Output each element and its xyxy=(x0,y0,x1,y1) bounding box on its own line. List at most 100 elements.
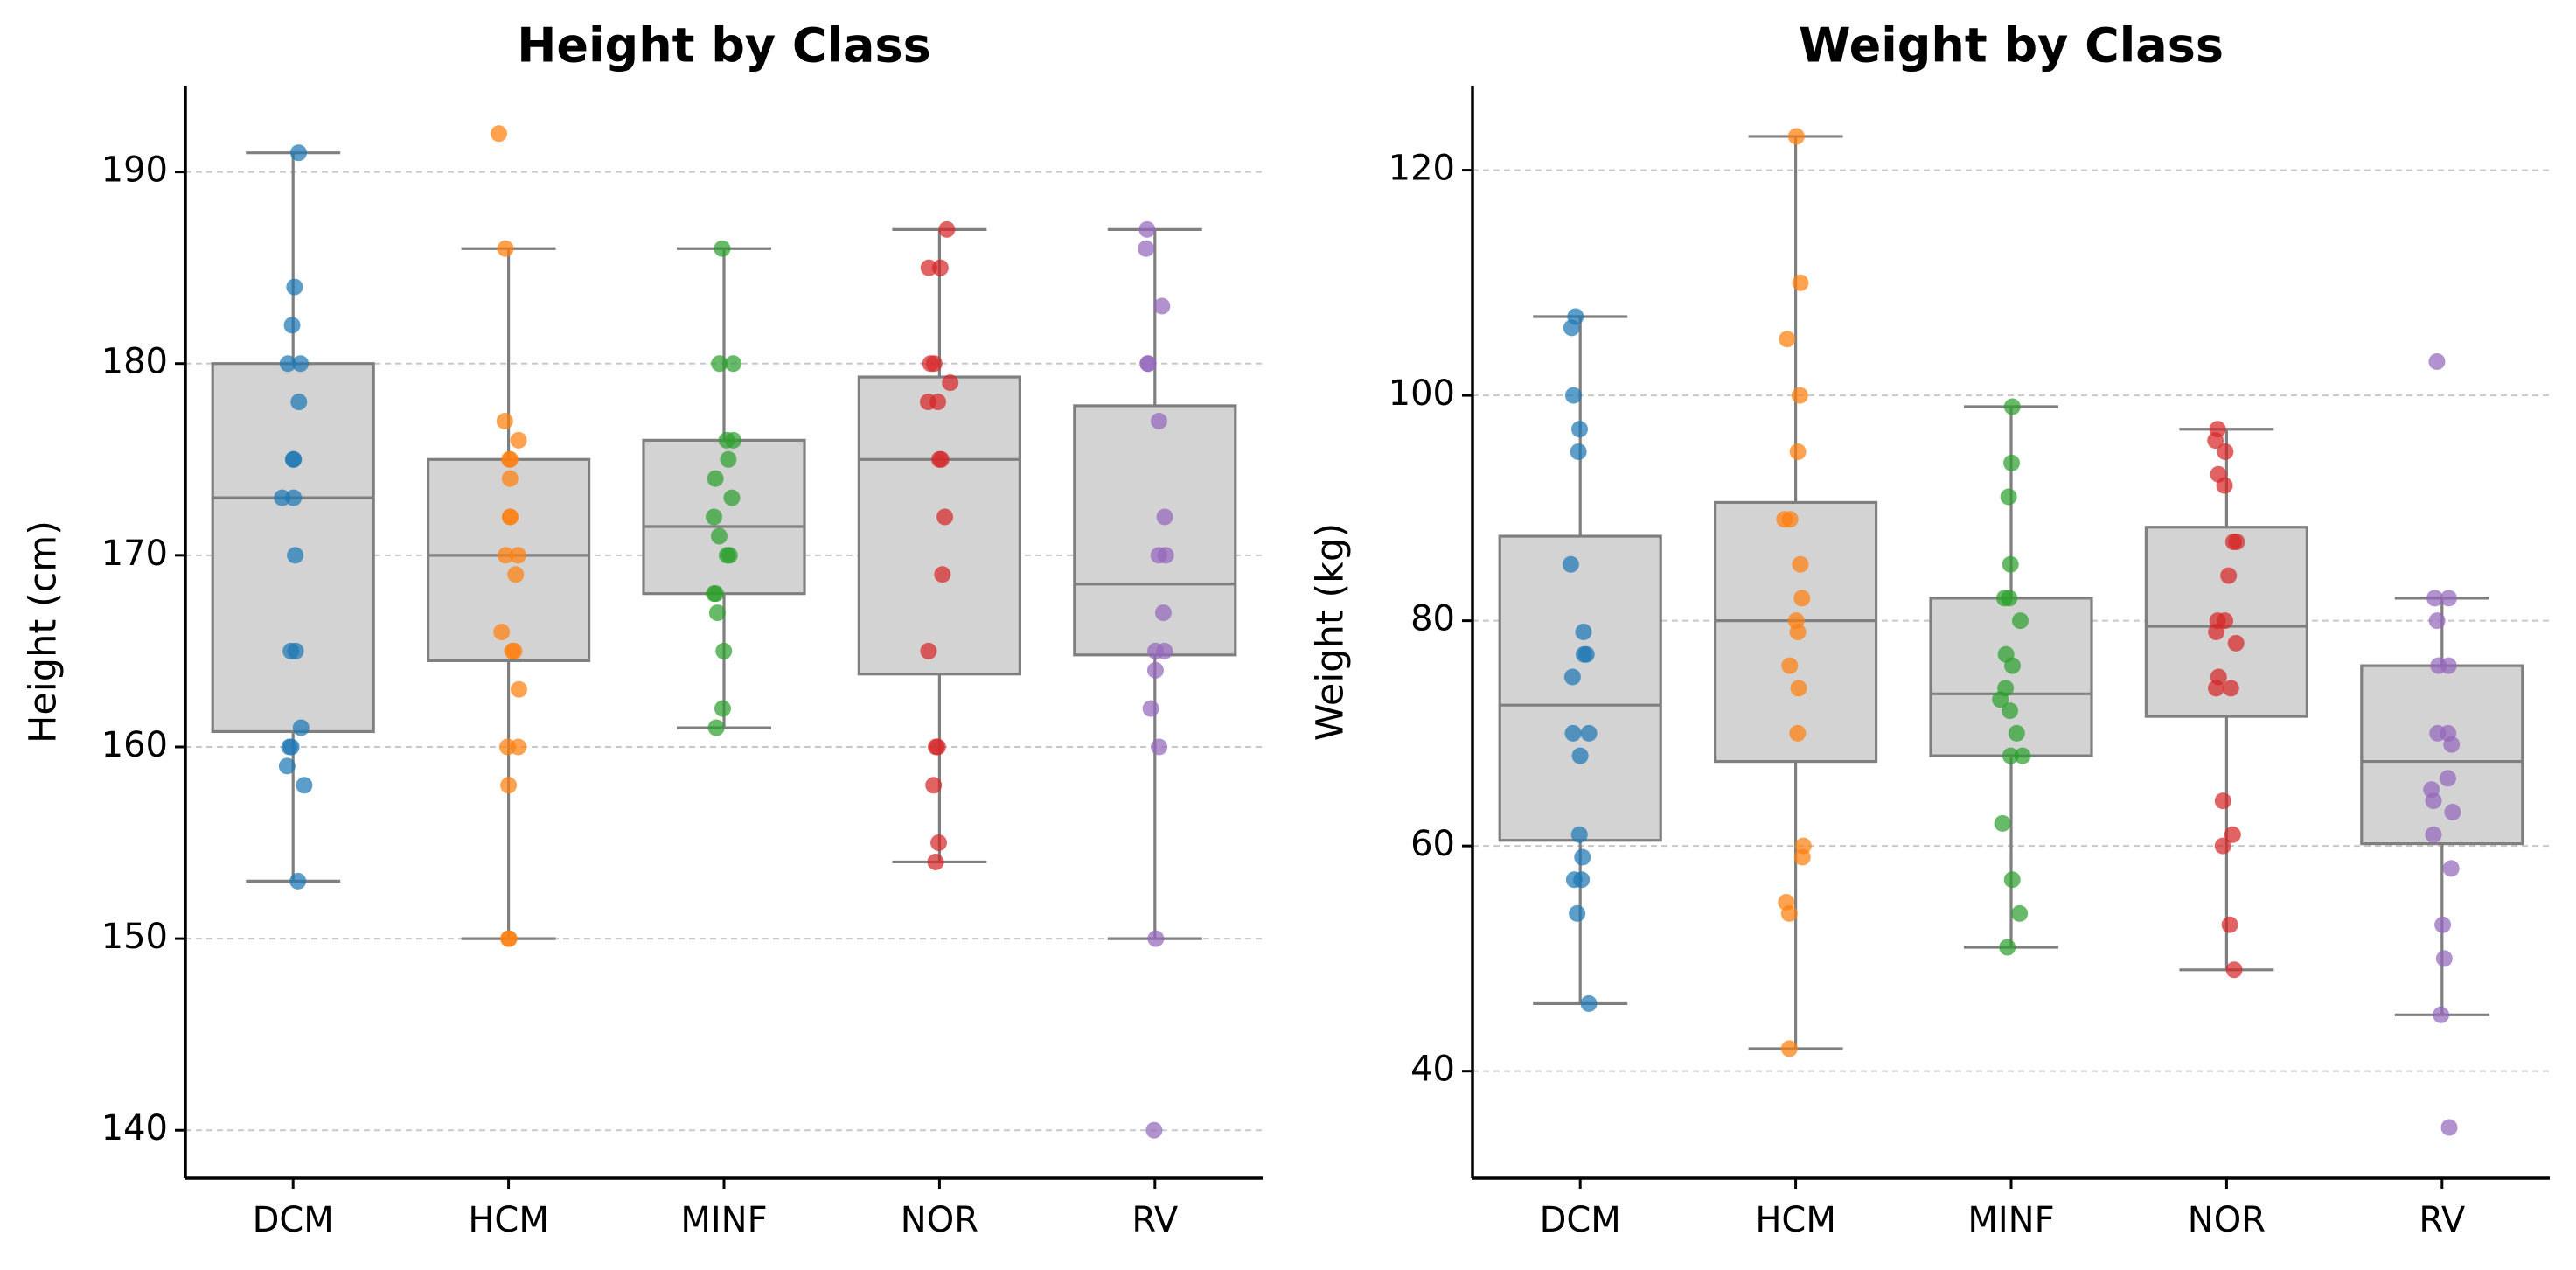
data-point-minf xyxy=(711,355,728,373)
data-point-dcm xyxy=(1570,421,1588,438)
data-point-hcm xyxy=(510,680,527,698)
data-point-minf xyxy=(2011,904,2029,922)
data-point-minf xyxy=(2002,555,2019,573)
y-axis-label: Height (cm) xyxy=(22,520,66,743)
data-point-rv xyxy=(1151,738,1168,756)
data-point-hcm xyxy=(1793,848,1811,866)
data-point-nor xyxy=(938,220,956,238)
data-point-dcm xyxy=(290,394,308,411)
data-point-hcm xyxy=(504,642,521,659)
data-point-dcm xyxy=(282,642,300,659)
box-rv xyxy=(1073,227,1237,940)
data-point-rv xyxy=(1157,547,1174,564)
data-point-hcm xyxy=(1792,274,1809,291)
data-point-minf xyxy=(2002,747,2019,764)
data-point-hcm xyxy=(501,508,519,526)
data-point-nor xyxy=(2207,680,2224,697)
data-point-rv xyxy=(1145,1121,1163,1139)
data-point-dcm xyxy=(1574,848,1591,866)
y-tick-label: 80 xyxy=(1410,599,1455,639)
data-point-rv xyxy=(2425,826,2442,843)
data-point-nor xyxy=(2222,680,2239,697)
data-point-hcm xyxy=(500,930,518,947)
iqr-box xyxy=(1498,534,1662,842)
data-point-nor xyxy=(925,777,943,794)
chart-title: Height by Class xyxy=(517,18,931,73)
x-tick-label: RV xyxy=(1131,1200,1179,1240)
x-tick-label: MINF xyxy=(1967,1200,2054,1240)
data-point-hcm xyxy=(1779,331,1796,348)
data-point-dcm xyxy=(1570,826,1588,843)
data-point-hcm xyxy=(1780,1040,1798,1057)
box-nor xyxy=(857,227,1022,864)
data-point-rv xyxy=(1147,930,1165,947)
x-tick-label: DCM xyxy=(1540,1200,1621,1240)
data-point-hcm xyxy=(491,125,508,143)
data-point-rv xyxy=(1156,508,1173,526)
data-point-minf xyxy=(1992,691,2009,708)
box-rv xyxy=(2360,597,2524,1016)
data-point-dcm xyxy=(285,489,303,506)
data-point-hcm xyxy=(1789,724,1807,742)
data-point-nor xyxy=(927,853,944,870)
data-point-hcm xyxy=(496,412,513,429)
data-point-minf xyxy=(706,508,723,526)
y-tick-label: 100 xyxy=(1389,373,1455,414)
x-tick-label: HCM xyxy=(1755,1200,1836,1240)
data-point-nor xyxy=(2228,533,2245,550)
x-tick-label: DCM xyxy=(253,1200,334,1240)
data-point-minf xyxy=(720,450,737,468)
data-point-minf xyxy=(715,642,733,659)
iqr-box xyxy=(857,375,1022,676)
data-point-nor xyxy=(931,259,949,276)
data-point-rv xyxy=(2442,860,2460,877)
data-point-rv xyxy=(1146,661,1164,679)
x-tick-label: RV xyxy=(2419,1200,2466,1240)
data-point-nor xyxy=(2217,612,2234,630)
weight-by-class-chart: Weight by Class Weight (kg) 40 60 80 100 120 DC… xyxy=(1309,18,2550,1240)
height-by-class-chart: Height by Class Height (cm) 140 150 160 170 18… xyxy=(22,18,1263,1240)
y-tick-label: 40 xyxy=(1410,1050,1455,1090)
data-point-rv xyxy=(2425,792,2442,810)
data-point-nor xyxy=(2221,916,2238,933)
y-tick-label: 190 xyxy=(101,150,168,191)
data-point-rv xyxy=(1138,220,1156,238)
data-point-rv xyxy=(2426,590,2444,607)
y-tick-label: 160 xyxy=(101,725,168,765)
data-point-nor xyxy=(2220,567,2238,584)
data-point-nor xyxy=(2217,443,2234,460)
y-tick-label: 180 xyxy=(101,342,168,382)
data-point-dcm xyxy=(292,355,310,373)
data-point-minf xyxy=(714,240,731,257)
data-point-minf xyxy=(2003,657,2021,674)
data-point-hcm xyxy=(1789,443,1807,460)
data-point-hcm xyxy=(1790,680,1807,697)
iqr-box xyxy=(2360,664,2524,846)
data-point-dcm xyxy=(1562,555,1579,573)
data-point-minf xyxy=(706,585,723,603)
data-point-hcm xyxy=(497,547,514,564)
data-point-nor xyxy=(2208,624,2225,640)
data-point-minf xyxy=(1994,814,2011,832)
data-point-nor xyxy=(919,394,936,411)
data-point-minf xyxy=(708,604,726,622)
data-point-hcm xyxy=(1792,555,1809,573)
box-minf xyxy=(1929,405,2093,949)
y-tick-label: 170 xyxy=(101,534,168,574)
data-point-hcm xyxy=(507,566,525,583)
y-tick-label: 150 xyxy=(101,917,168,957)
data-point-minf xyxy=(724,355,741,373)
x-tick-label: HCM xyxy=(468,1200,549,1240)
data-point-rv xyxy=(2428,352,2446,370)
data-point-minf xyxy=(1999,939,2016,956)
data-point-dcm xyxy=(1563,319,1580,337)
data-point-hcm xyxy=(1781,511,1799,528)
data-point-rv xyxy=(1138,240,1155,257)
data-point-dcm xyxy=(1580,994,1598,1012)
data-point-dcm xyxy=(296,777,313,794)
data-point-minf xyxy=(2002,702,2019,720)
data-point-dcm xyxy=(1563,668,1581,686)
data-point-nor xyxy=(934,566,951,583)
data-point-minf xyxy=(718,547,735,564)
